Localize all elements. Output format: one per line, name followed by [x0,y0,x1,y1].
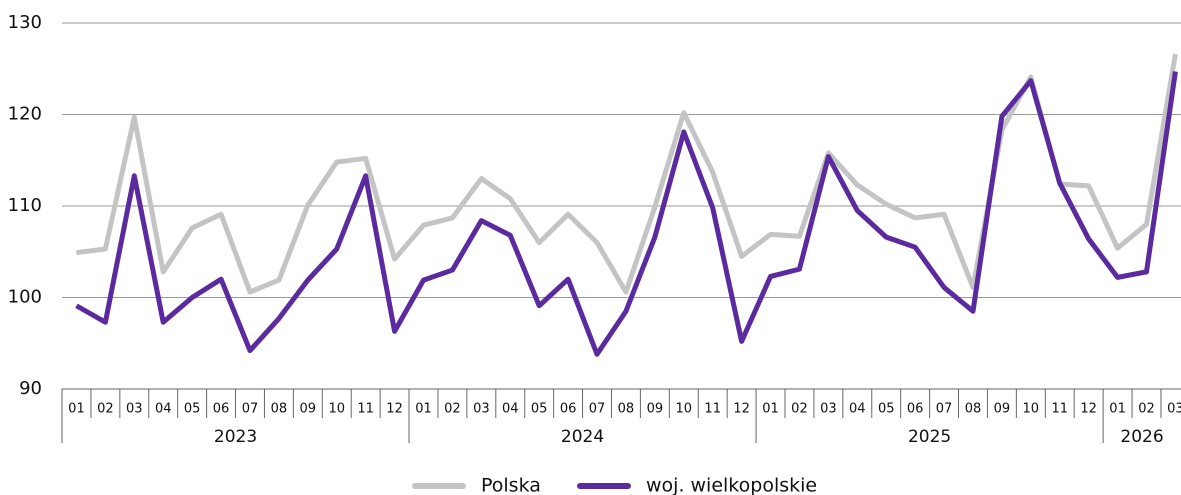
x-tick-label: 06 [907,402,924,417]
x-tick-label: 04 [849,402,866,417]
x-tick-label: 04 [502,402,519,417]
year-label: 2024 [561,427,604,447]
x-tick-label: 07 [242,402,259,417]
x-tick-label: 11 [1051,402,1068,417]
x-tick-label: 06 [560,402,577,417]
x-tick-label: 01 [415,402,432,417]
x-tick-label: 05 [531,402,548,417]
x-tick-label: 11 [704,402,721,417]
x-tick-label: 05 [184,402,201,417]
x-tick-label: 02 [97,402,114,417]
x-tick-label: 10 [676,402,693,417]
x-tick-label: 02 [444,402,461,417]
x-tick-label: 09 [647,402,664,417]
x-tick-label: 08 [271,402,288,417]
x-tick-label: 02 [791,402,808,417]
legend-label: Polska [481,475,541,495]
y-tick-label: 90 [19,378,42,399]
x-tick-label: 10 [328,402,345,417]
x-tick-label: 12 [733,402,750,417]
x-tick-label: 02 [1138,402,1155,417]
y-tick-label: 110 [8,195,42,216]
x-tick-label: 03 [126,402,143,417]
x-tick-label: 01 [68,402,85,417]
x-tick-label: 04 [155,402,172,417]
x-tick-label: 06 [213,402,230,417]
x-tick-label: 07 [936,402,953,417]
y-tick-label: 130 [8,12,42,33]
x-tick-label: 12 [386,402,403,417]
x-tick-label: 08 [965,402,982,417]
x-tick-label: 01 [762,402,779,417]
x-tick-label: 03 [473,402,490,417]
year-label: 2026 [1120,427,1163,447]
series-line [76,53,1178,295]
year-label: 2023 [214,427,257,447]
year-label: 2025 [908,427,951,447]
x-tick-label: 03 [1167,402,1181,417]
series-line [75,71,1178,357]
x-tick-label: 11 [357,402,374,417]
x-tick-label: 09 [300,402,317,417]
x-tick-label: 12 [1080,402,1097,417]
legend-label: woj. wielkopolskie [646,475,817,495]
x-tick-label: 10 [1023,402,1040,417]
y-tick-label: 120 [8,104,42,125]
x-tick-label: 01 [1109,402,1126,417]
x-tick-label: 07 [589,402,606,417]
x-tick-label: 03 [820,402,837,417]
x-tick-label: 09 [994,402,1011,417]
x-tick-label: 08 [618,402,635,417]
x-tick-label: 05 [878,402,895,417]
y-tick-label: 100 [8,287,42,308]
